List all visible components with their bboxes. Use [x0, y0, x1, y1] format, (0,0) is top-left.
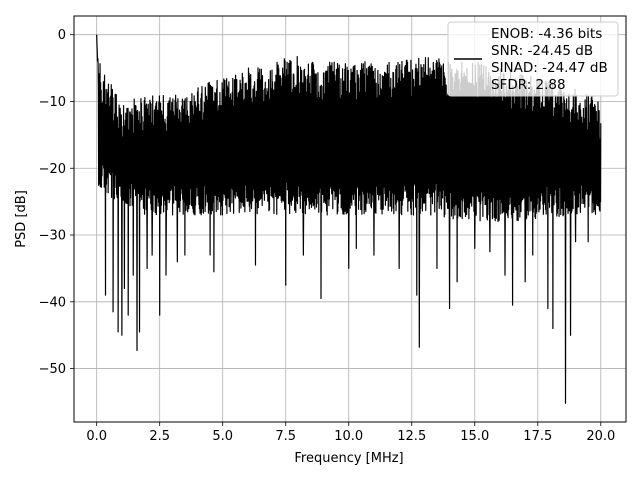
y-tick-label: 0: [58, 28, 66, 43]
x-tick-label: 5.0: [212, 429, 233, 444]
y-tick-label: −10: [39, 95, 66, 110]
x-tick-label: 12.5: [397, 429, 426, 444]
y-axis-label: PSD [dB]: [14, 190, 29, 248]
x-tick-label: 15.0: [460, 429, 489, 444]
axes-frame: [73, 15, 627, 423]
legend-entry-sfdr: SFDR: 2.88: [491, 77, 566, 93]
x-axis-label: Frequency [MHz]: [294, 451, 403, 466]
y-axis-ticks: 0 −10 −20 −30 −40 −50: [39, 28, 74, 377]
x-tick-label: 10.0: [334, 429, 363, 444]
legend-entry-sinad: SINAD: -24.47 dB: [491, 60, 608, 76]
x-tick-label: 20.0: [586, 429, 615, 444]
y-tick-label: −30: [39, 229, 66, 244]
x-tick-label: 7.5: [275, 429, 296, 444]
x-tick-label: 0.0: [86, 429, 107, 444]
legend-box: [447, 21, 619, 97]
legend: ENOB: -4.36 bits SNR: -24.45 dB SINAD: -…: [447, 21, 619, 97]
x-axis-ticks: 0.0 2.5 5.0 7.5 10.0 12.5 15.0 17.5 20.0: [86, 422, 615, 444]
legend-entry-snr: SNR: -24.45 dB: [491, 43, 593, 59]
y-tick-label: −50: [39, 362, 66, 377]
x-tick-label: 2.5: [149, 429, 170, 444]
y-tick-label: −40: [39, 295, 66, 310]
y-tick-label: −20: [39, 162, 66, 177]
legend-entry-enob: ENOB: -4.36 bits: [491, 26, 602, 42]
x-tick-label: 17.5: [523, 429, 552, 444]
